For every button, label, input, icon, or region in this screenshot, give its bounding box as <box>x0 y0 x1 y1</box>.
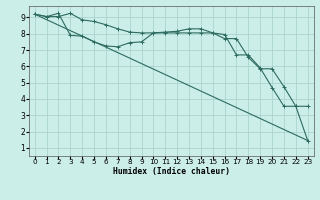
X-axis label: Humidex (Indice chaleur): Humidex (Indice chaleur) <box>113 167 230 176</box>
